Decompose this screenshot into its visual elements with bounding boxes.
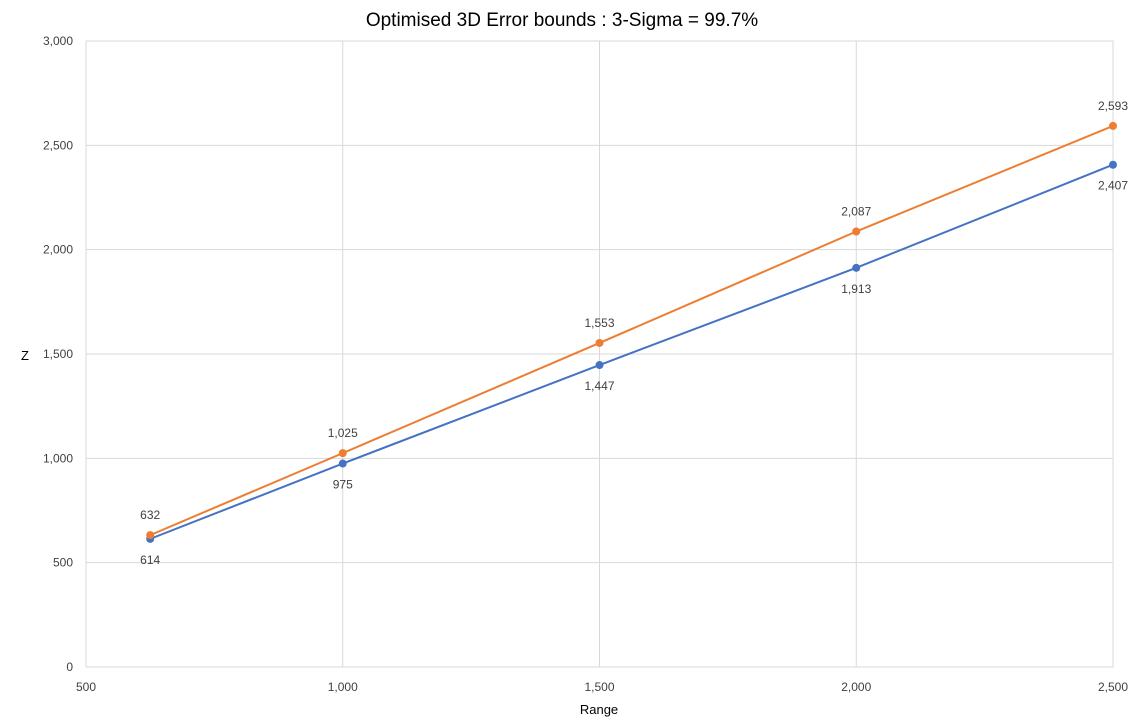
y-tick-label: 500: [53, 556, 73, 570]
y-tick-label: 2,500: [43, 138, 73, 152]
series-2-data-label: 2,087: [841, 205, 871, 219]
chart-title: Optimised 3D Error bounds : 3-Sigma = 99…: [366, 10, 758, 31]
y-tick-label: 3,000: [43, 34, 73, 48]
series-2-line: [149, 125, 1114, 537]
x-tick-label: 2,500: [1098, 680, 1128, 694]
y-tick-label: 2,000: [43, 243, 73, 257]
x-axis-title: Range: [580, 702, 618, 717]
series-2-data-label: 2,593: [1098, 99, 1128, 113]
series-2-point: [146, 531, 155, 540]
y-axis-title: Z: [21, 348, 29, 363]
series-2-point: [595, 338, 604, 347]
series-1-data-label: 975: [333, 478, 353, 492]
y-tick-label: 1,000: [43, 451, 73, 465]
x-tick-label: 500: [76, 680, 96, 694]
series-1-data-label: 1,913: [841, 282, 871, 296]
series-1-data-label: 1,447: [584, 379, 614, 393]
series-1-point: [1109, 160, 1117, 169]
data-labels: 614 975 1,447 1,913 2,407 632 1,025 1,553 2,087 2…: [140, 99, 1128, 567]
series-2-point: [852, 227, 861, 236]
y-tick-label: 1,500: [43, 347, 73, 361]
x-tick-label: 1,000: [328, 680, 358, 694]
series-2-data-label: 1,553: [584, 316, 614, 330]
series-1-line: [149, 163, 1114, 540]
series-2-point: [1109, 121, 1117, 130]
series-2-data-label: 632: [140, 508, 160, 522]
gridlines: [85, 40, 1114, 668]
series-1-point: [595, 361, 604, 370]
series-lines: [146, 121, 1117, 543]
y-tick-label: 0: [66, 660, 73, 674]
series-1-data-label: 614: [140, 553, 160, 567]
series-1-point: [338, 459, 347, 468]
x-tick-label: 1,500: [584, 680, 614, 694]
x-tick-label: 2,000: [841, 680, 871, 694]
series-1-point: [852, 263, 861, 272]
series-2-data-label: 1,025: [328, 426, 358, 440]
series-1-data-label: 2,407: [1098, 179, 1128, 193]
series-2-point: [338, 449, 347, 458]
